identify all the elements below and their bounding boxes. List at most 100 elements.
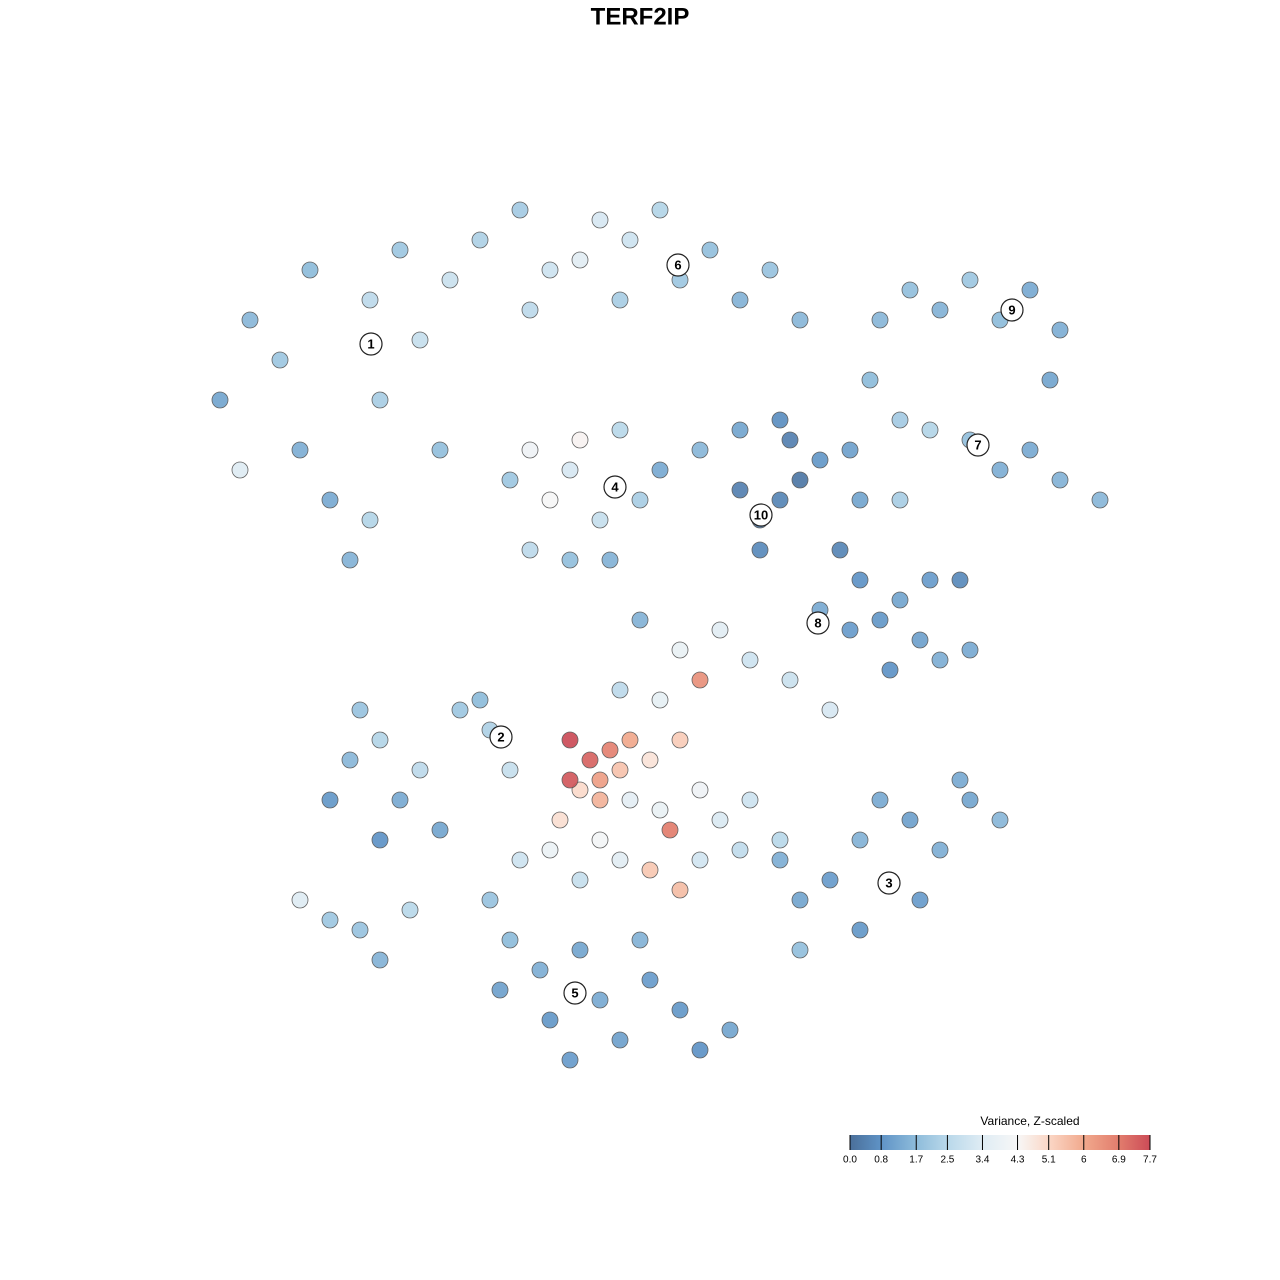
point <box>821 871 839 889</box>
point <box>901 811 919 829</box>
point <box>341 751 359 769</box>
point <box>291 441 309 459</box>
point <box>471 231 489 249</box>
point <box>341 551 359 569</box>
cluster-marker <box>966 433 990 457</box>
point <box>571 781 589 799</box>
point <box>561 1051 579 1069</box>
point <box>521 541 539 559</box>
point <box>571 941 589 959</box>
point <box>401 901 419 919</box>
point <box>691 441 709 459</box>
point <box>671 731 689 749</box>
point <box>851 831 869 849</box>
point <box>651 801 669 819</box>
point <box>771 831 789 849</box>
point <box>651 461 669 479</box>
point <box>371 831 389 849</box>
point <box>501 761 519 779</box>
point <box>321 911 339 929</box>
point <box>951 571 969 589</box>
cluster-marker <box>359 332 383 356</box>
point <box>541 491 559 509</box>
point <box>371 951 389 969</box>
cluster-label: 6 <box>674 257 681 272</box>
point <box>771 851 789 869</box>
point <box>571 251 589 269</box>
point <box>561 731 579 749</box>
point <box>321 791 339 809</box>
point <box>691 671 709 689</box>
point <box>501 931 519 949</box>
point <box>591 511 609 529</box>
point <box>581 751 599 769</box>
point <box>541 1011 559 1029</box>
cluster-marker <box>749 503 773 527</box>
point <box>761 261 779 279</box>
cluster-marker <box>1000 298 1024 322</box>
point <box>561 771 579 789</box>
point <box>641 861 659 879</box>
point <box>641 971 659 989</box>
colorbar <box>850 1135 1150 1150</box>
point <box>621 791 639 809</box>
cluster-label: 4 <box>611 479 619 494</box>
cluster-marker <box>563 981 587 1005</box>
point <box>611 681 629 699</box>
point <box>741 651 759 669</box>
colorbar-tick-label: 6 <box>1081 1155 1087 1166</box>
point <box>371 391 389 409</box>
point <box>891 411 909 429</box>
point <box>821 701 839 719</box>
point <box>1051 471 1069 489</box>
point <box>931 651 949 669</box>
point <box>911 891 929 909</box>
point <box>391 791 409 809</box>
colorbar-tick-label: 4.3 <box>1011 1155 1025 1166</box>
point <box>611 421 629 439</box>
cluster-label: 5 <box>571 985 578 1000</box>
point <box>511 851 529 869</box>
point <box>911 631 929 649</box>
point <box>961 271 979 289</box>
cluster-label: 3 <box>885 875 892 890</box>
cluster-label: 8 <box>814 615 821 630</box>
point <box>851 491 869 509</box>
point <box>951 771 969 789</box>
point <box>611 291 629 309</box>
colorbar-tick-label: 1.7 <box>909 1155 923 1166</box>
cluster-marker <box>806 611 830 635</box>
point <box>651 691 669 709</box>
point <box>731 481 749 499</box>
point <box>351 701 369 719</box>
point <box>621 231 639 249</box>
point <box>791 891 809 909</box>
point <box>351 921 369 939</box>
point <box>831 541 849 559</box>
point <box>991 811 1009 829</box>
point <box>411 331 429 349</box>
point <box>921 421 939 439</box>
colorbar-tick-label: 0.0 <box>843 1155 857 1166</box>
point <box>961 791 979 809</box>
point <box>561 461 579 479</box>
point <box>741 791 759 809</box>
point <box>961 641 979 659</box>
point <box>551 811 569 829</box>
point <box>451 701 469 719</box>
colorbar-tick-label: 6.9 <box>1112 1155 1126 1166</box>
point <box>241 311 259 329</box>
point <box>361 511 379 529</box>
point <box>491 981 509 999</box>
point <box>671 881 689 899</box>
point <box>1091 491 1109 509</box>
point <box>501 471 519 489</box>
point <box>881 661 899 679</box>
point <box>791 311 809 329</box>
point <box>991 461 1009 479</box>
point <box>571 871 589 889</box>
point <box>541 841 559 859</box>
point <box>231 461 249 479</box>
cluster-label: 2 <box>497 729 504 744</box>
point <box>671 1001 689 1019</box>
